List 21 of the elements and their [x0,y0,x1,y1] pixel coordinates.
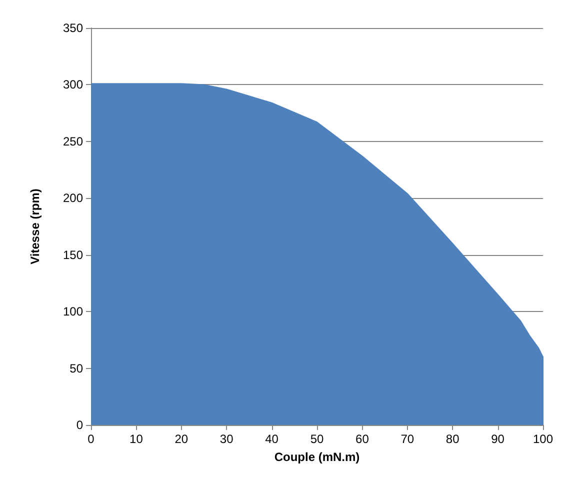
y-axis-title: Vitesse (rpm) [28,188,42,264]
y-tick-label: 200 [62,191,84,206]
x-tick-label: 60 [356,432,370,446]
y-tick-label: 50 [70,361,84,376]
x-tick-label: 100 [532,432,554,446]
x-tick-label: 70 [400,432,414,446]
x-tick-label: 90 [491,432,505,446]
x-tick-label: 20 [174,432,188,446]
x-tick-label: 0 [88,432,95,446]
y-tick-label: 300 [62,78,84,92]
x-tick-label: 10 [130,432,144,446]
x-tick-label: 40 [265,432,279,446]
y-tick-label: 350 [62,21,84,35]
x-tick-label: 30 [220,432,234,446]
y-tick-label: 100 [62,304,84,319]
y-tick-label: 250 [62,134,84,148]
x-axis-title: Couple (mN.m) [274,450,360,464]
x-tick-label: 80 [446,432,460,446]
y-tick-label: 0 [76,418,84,432]
y-tick-label: 150 [62,248,84,262]
x-tick-label: 50 [310,432,324,446]
